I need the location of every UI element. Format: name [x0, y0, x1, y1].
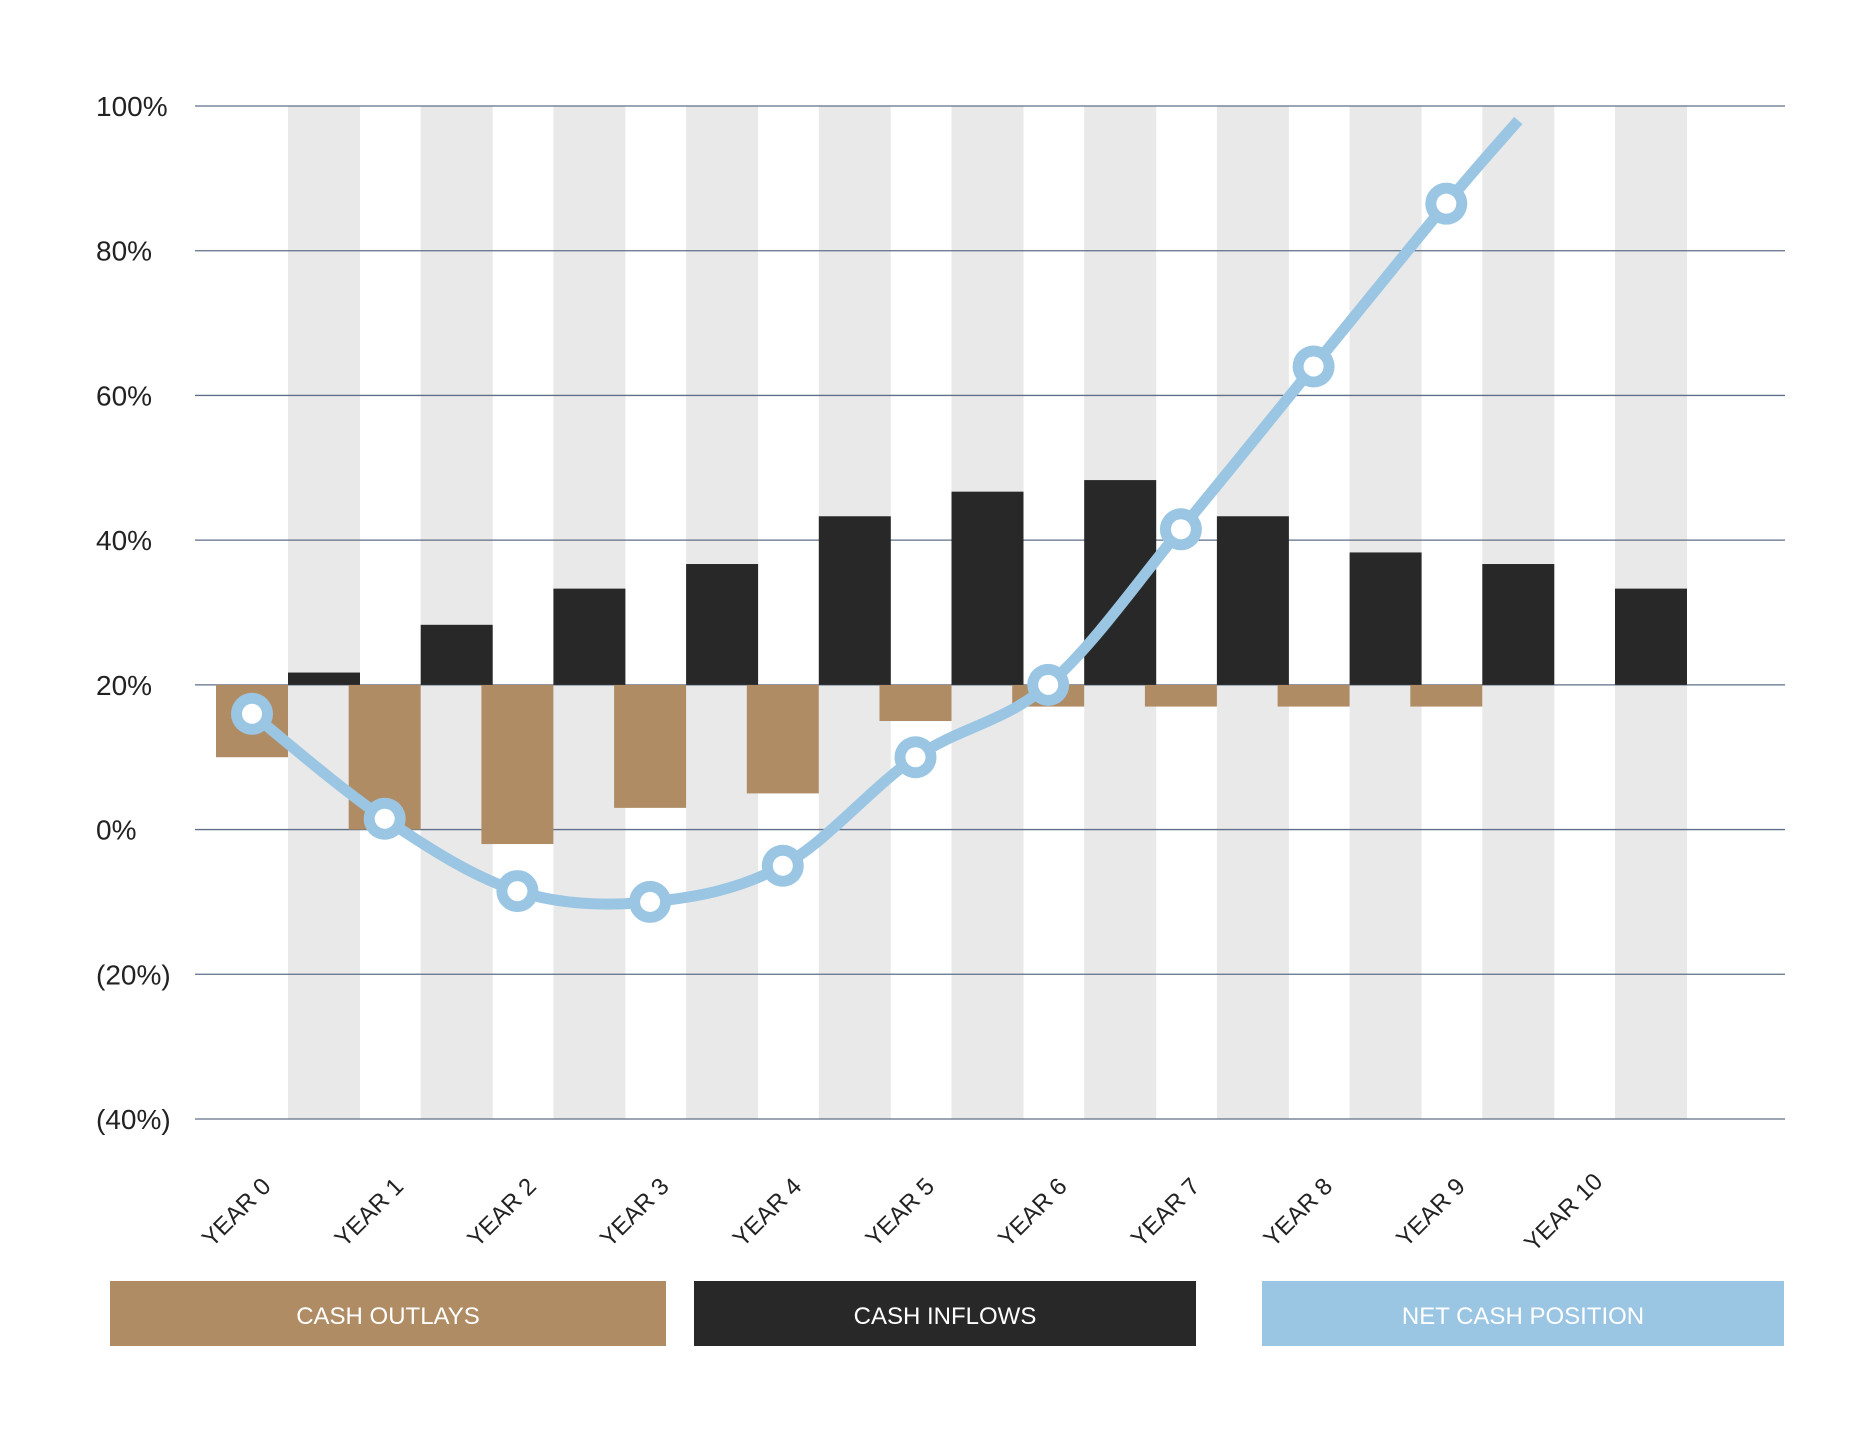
net-cash-point-center	[1436, 193, 1457, 214]
legend-label: CASH OUTLAYS	[296, 1303, 480, 1330]
y-tick-label: 60%	[96, 380, 152, 411]
net-cash-point-center	[772, 855, 793, 876]
net-cash-point-center	[1303, 356, 1324, 377]
cash-outlays-bar	[614, 684, 687, 808]
y-tick-label: 0%	[96, 815, 136, 846]
y-tick-label: 40%	[96, 525, 152, 556]
legend-label: NET CASH POSITION	[1402, 1303, 1644, 1330]
cash-inflows-bar	[288, 672, 360, 685]
legend: CASH OUTLAYS CASH INFLOWS NET CASH POSITIO…	[110, 1281, 1784, 1346]
legend-swatch	[110, 1281, 666, 1346]
y-tick-label: 80%	[96, 236, 152, 267]
x-tick-label: YEAR 8	[1259, 1173, 1338, 1252]
cash-inflows-bar	[951, 491, 1024, 685]
cash-outlays-bar	[481, 684, 554, 845]
cash-outlays-bar	[1410, 684, 1483, 707]
net-cash-point-center	[242, 703, 262, 724]
x-tick-label: YEAR 10	[1519, 1168, 1608, 1257]
cash-inflows-bar	[1615, 588, 1687, 685]
y-tick-label: 20%	[96, 670, 152, 701]
net-cash-line	[231, 116, 1523, 923]
cash-outlays-bar	[746, 684, 819, 794]
y-tick-label: (40%)	[96, 1104, 171, 1135]
legend-swatch	[1262, 1281, 1784, 1346]
cash-inflows-bar	[420, 624, 493, 685]
cash-inflows-bar	[553, 588, 626, 685]
net-cash-point-center	[640, 891, 661, 912]
background-band	[420, 106, 493, 1119]
x-tick-label: YEAR 0	[197, 1173, 276, 1252]
cash-inflows-bar	[818, 516, 891, 685]
legend-label: CASH INFLOWS	[854, 1303, 1037, 1330]
cash-outlays-bar	[879, 684, 952, 722]
net-cash-point-center	[1038, 674, 1059, 695]
cash-outlays-bar	[1277, 684, 1350, 707]
x-tick-label: YEAR 2	[462, 1173, 541, 1252]
cash-inflows-bar	[1482, 564, 1555, 685]
x-tick-label: YEAR 4	[728, 1173, 807, 1252]
net-cash-point-center	[374, 808, 395, 829]
x-tick-label: YEAR 5	[860, 1173, 939, 1252]
x-tick-label: YEAR 3	[595, 1173, 674, 1252]
x-tick-label: YEAR 6	[993, 1173, 1072, 1252]
cash-inflows-bar	[686, 564, 759, 685]
net-cash-point-center	[1170, 519, 1191, 540]
y-tick-label: (20%)	[96, 959, 171, 990]
cash-inflows-bar	[1349, 552, 1422, 685]
background-band	[288, 106, 360, 1119]
net-cash-point-center	[905, 747, 926, 768]
cash-outlays-bar	[1144, 684, 1217, 707]
y-tick-label: 100%	[96, 91, 168, 122]
x-tick-label: YEAR 7	[1126, 1173, 1205, 1252]
cash-inflows-bar	[1216, 516, 1289, 685]
x-tick-label: YEAR 1	[330, 1173, 409, 1252]
net-cash-point-center	[507, 881, 528, 902]
legend-swatch	[694, 1281, 1196, 1346]
x-tick-label: YEAR 9	[1391, 1173, 1470, 1252]
